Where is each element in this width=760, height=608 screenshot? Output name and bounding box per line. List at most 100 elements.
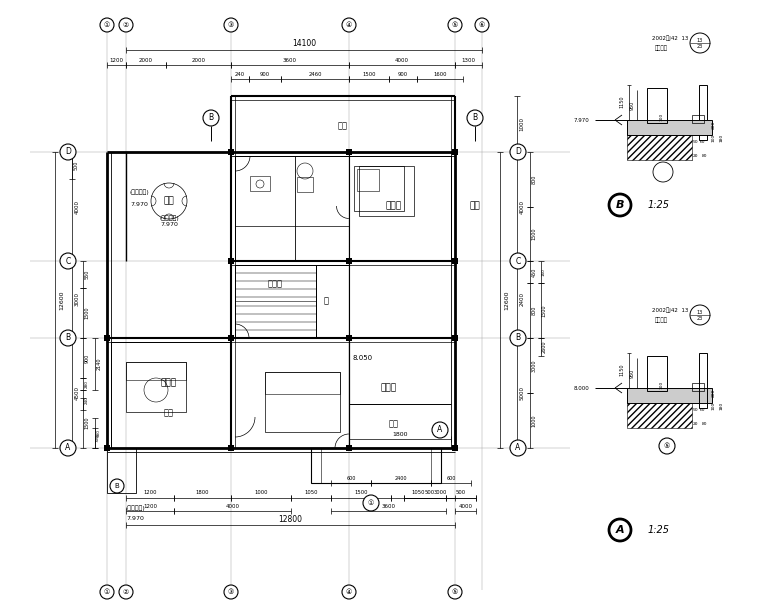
Text: 1800: 1800 [196,491,209,496]
Text: C: C [515,257,521,266]
Text: 500: 500 [74,161,78,170]
Bar [111,342,231,448]
Text: 280: 280 [85,380,89,388]
Bar [228,445,234,451]
Text: 1:25: 1:25 [648,525,670,535]
Text: ⑤: ⑤ [452,22,458,28]
Text: 露台: 露台 [164,409,174,418]
Text: 23: 23 [697,44,703,49]
Text: 4000: 4000 [458,503,473,508]
Text: 2002苏J42  13: 2002苏J42 13 [652,307,689,313]
Text: ④: ④ [346,22,352,28]
Text: 1:25: 1:25 [648,200,670,210]
Text: 600: 600 [446,477,456,482]
Text: 2400: 2400 [394,477,407,482]
Text: 8.050: 8.050 [353,355,373,361]
Text: 1150: 1150 [619,364,625,376]
Bar [346,258,352,264]
Text: 7.970: 7.970 [130,201,148,207]
Text: 4000: 4000 [74,199,80,213]
Text: 2002苏J42  13: 2002苏J42 13 [652,35,689,41]
Bar [627,120,712,135]
Text: 5000: 5000 [520,386,524,400]
Text: B: B [473,114,477,122]
Bar [692,383,704,391]
Bar [265,372,340,394]
Text: 1300: 1300 [461,58,476,63]
Circle shape [448,18,462,32]
Circle shape [119,585,133,599]
Text: 800: 800 [531,306,537,315]
Circle shape [467,110,483,126]
Text: D: D [515,148,521,156]
Text: 4000: 4000 [520,199,524,213]
Text: 1000: 1000 [520,117,524,131]
Text: 1200: 1200 [109,58,123,63]
Text: B: B [115,483,119,489]
Text: 1800: 1800 [392,432,408,437]
Circle shape [510,253,526,269]
Text: 240: 240 [85,396,89,404]
Text: 800: 800 [531,175,537,184]
Bar [265,372,340,432]
Text: 2140: 2140 [97,358,102,370]
Text: 3600: 3600 [283,58,297,63]
Text: (结构板面): (结构板面) [125,505,145,511]
Circle shape [510,144,526,160]
Bar [346,335,352,341]
Circle shape [448,585,462,599]
Bar [354,166,404,211]
Circle shape [60,330,76,346]
Text: (结构板面)
7.970: (结构板面) 7.970 [159,215,179,227]
Circle shape [609,194,631,216]
Text: 次卧室: 次卧室 [161,379,177,387]
Circle shape [203,110,219,126]
Text: 1200: 1200 [143,491,157,496]
Text: ②: ② [123,589,129,595]
Text: 20: 20 [692,154,698,158]
Text: 14100: 14100 [292,40,316,49]
Bar [311,448,441,483]
Text: 7.970: 7.970 [126,516,144,520]
Text: 900: 900 [84,353,90,362]
Text: 450: 450 [531,268,537,277]
Bar [692,115,704,123]
Bar [647,356,667,391]
Circle shape [659,438,675,454]
Circle shape [100,18,114,32]
Text: 1050: 1050 [304,491,318,496]
Bar [104,335,110,341]
Text: 240: 240 [235,72,245,77]
Text: 80: 80 [702,422,708,426]
Text: ①: ① [368,500,374,506]
Text: C: C [65,257,71,266]
Circle shape [60,144,76,160]
Text: 180: 180 [720,402,724,410]
Text: 1500: 1500 [363,72,375,77]
Text: 露台: 露台 [389,420,399,429]
Text: 1150: 1150 [619,95,625,108]
Text: 700: 700 [96,434,100,442]
Text: 550: 550 [84,270,90,279]
Bar [235,156,349,261]
Text: 露台: 露台 [470,201,480,210]
Bar [452,258,458,264]
Text: ⑤: ⑤ [664,443,670,449]
Text: 主卧室: 主卧室 [381,384,397,393]
Text: 60: 60 [700,408,706,412]
Text: B: B [65,334,71,342]
Bar [228,335,234,341]
Circle shape [363,495,379,511]
Text: 60: 60 [700,140,706,144]
Text: 200: 200 [712,121,716,129]
Text: 3600: 3600 [382,503,395,508]
Text: 护栏详见: 护栏详见 [655,317,668,323]
Text: 900: 900 [260,72,270,77]
Text: 4000: 4000 [395,58,409,63]
Text: 100: 100 [660,381,664,389]
Bar [107,448,136,493]
Text: 2400: 2400 [520,292,524,306]
Circle shape [100,585,114,599]
Text: 2000: 2000 [139,58,153,63]
Text: 23: 23 [697,317,703,322]
